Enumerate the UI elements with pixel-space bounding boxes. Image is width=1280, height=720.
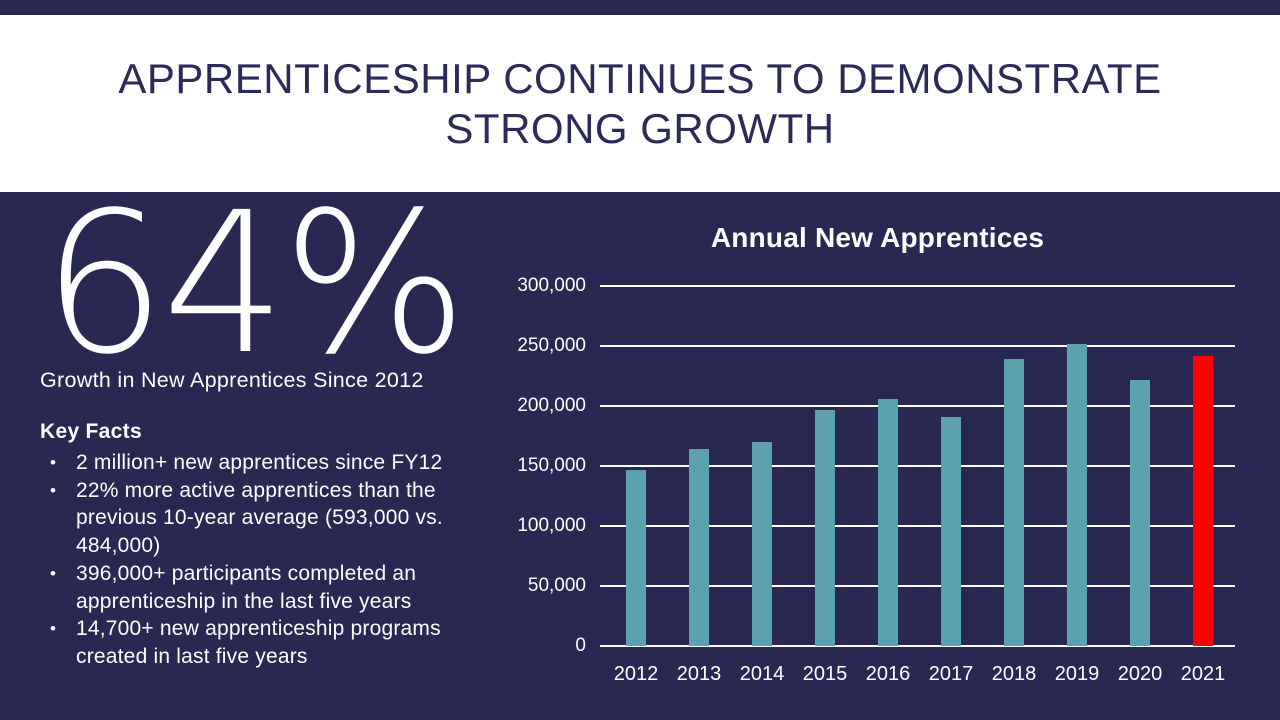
key-fact-item: • 14,700+ new apprenticeship programs cr…: [40, 615, 470, 670]
chart-title: Annual New Apprentices: [710, 222, 1045, 253]
key-fact-text: 22% more active apprentices than the pre…: [76, 478, 443, 558]
x-tick-label-2020: 2020: [1117, 663, 1163, 685]
bullet-icon: •: [50, 619, 57, 639]
gridline-250,000: [600, 345, 1235, 347]
bar-2019: [1067, 343, 1087, 646]
stat-value: 64%: [42, 170, 467, 397]
y-tick-label-150,000: 150,000: [517, 455, 586, 476]
y-tick-label-0: 0: [575, 635, 586, 656]
bar-2021: [1193, 355, 1213, 646]
stat-caption: Growth in New Apprentices Since 2012: [40, 368, 424, 392]
header-band: APPRENTICESHIP CONTINUES TO DEMONSTRATE …: [0, 15, 1280, 192]
key-fact-item: • 22% more active apprentices than the p…: [40, 477, 470, 560]
key-fact-text: 14,700+ new apprenticeship programs crea…: [76, 617, 441, 669]
gridline-300,000: [600, 285, 1235, 287]
gridline-100,000: [600, 525, 1235, 527]
y-tick-label-50,000: 50,000: [527, 575, 586, 596]
gridline-150,000: [600, 465, 1235, 467]
bar-2013: [689, 449, 709, 646]
bar-chart: Annual New Apprentices 0 50,000 100,000 150…: [505, 222, 1250, 700]
key-facts-section: Key Facts • 2 million+ new apprentices s…: [40, 420, 470, 671]
x-tick-label-2015: 2015: [802, 663, 848, 685]
x-tick-label-2014: 2014: [739, 663, 785, 685]
y-tick-label-100,000: 100,000: [517, 515, 586, 536]
gridline-200,000: [600, 405, 1235, 407]
x-tick-label-2018: 2018: [991, 663, 1037, 685]
bar-2014: [752, 442, 772, 646]
y-tick-label-200,000: 200,000: [517, 395, 586, 416]
bar-2017: [941, 416, 961, 646]
y-tick-label-250,000: 250,000: [517, 335, 586, 356]
x-tick-label-2012: 2012: [613, 663, 659, 685]
x-axis-line: [600, 645, 1235, 647]
bar-2018: [1004, 359, 1024, 646]
x-tick-label-2019: 2019: [1054, 663, 1100, 685]
x-tick-label-2016: 2016: [865, 663, 911, 685]
bar-2012: [626, 469, 646, 646]
bar-2020: [1130, 379, 1150, 646]
x-tick-label-2017: 2017: [928, 663, 974, 685]
slide-title: APPRENTICESHIP CONTINUES TO DEMONSTRATE …: [118, 54, 1162, 152]
bullet-icon: •: [50, 453, 57, 472]
y-tick-label-300,000: 300,000: [517, 275, 586, 296]
key-fact-text: 396,000+ participants completed an appre…: [76, 561, 417, 613]
bar-2016: [878, 398, 898, 646]
x-tick-label-2021: 2021: [1180, 663, 1226, 685]
key-fact-item: • 2 million+ new apprentices since FY12: [40, 449, 470, 477]
gridline-50,000: [600, 585, 1235, 587]
key-facts-list: • 2 million+ new apprentices since FY12 …: [40, 449, 470, 671]
key-fact-item: • 396,000+ participants completed an app…: [40, 560, 470, 615]
key-fact-text: 2 million+ new apprentices since FY12: [76, 451, 443, 474]
bullet-icon: •: [50, 563, 57, 583]
bullet-icon: •: [50, 480, 57, 500]
bar-2015: [815, 409, 835, 646]
key-facts-heading: Key Facts: [40, 420, 142, 443]
x-tick-label-2013: 2013: [676, 663, 722, 685]
